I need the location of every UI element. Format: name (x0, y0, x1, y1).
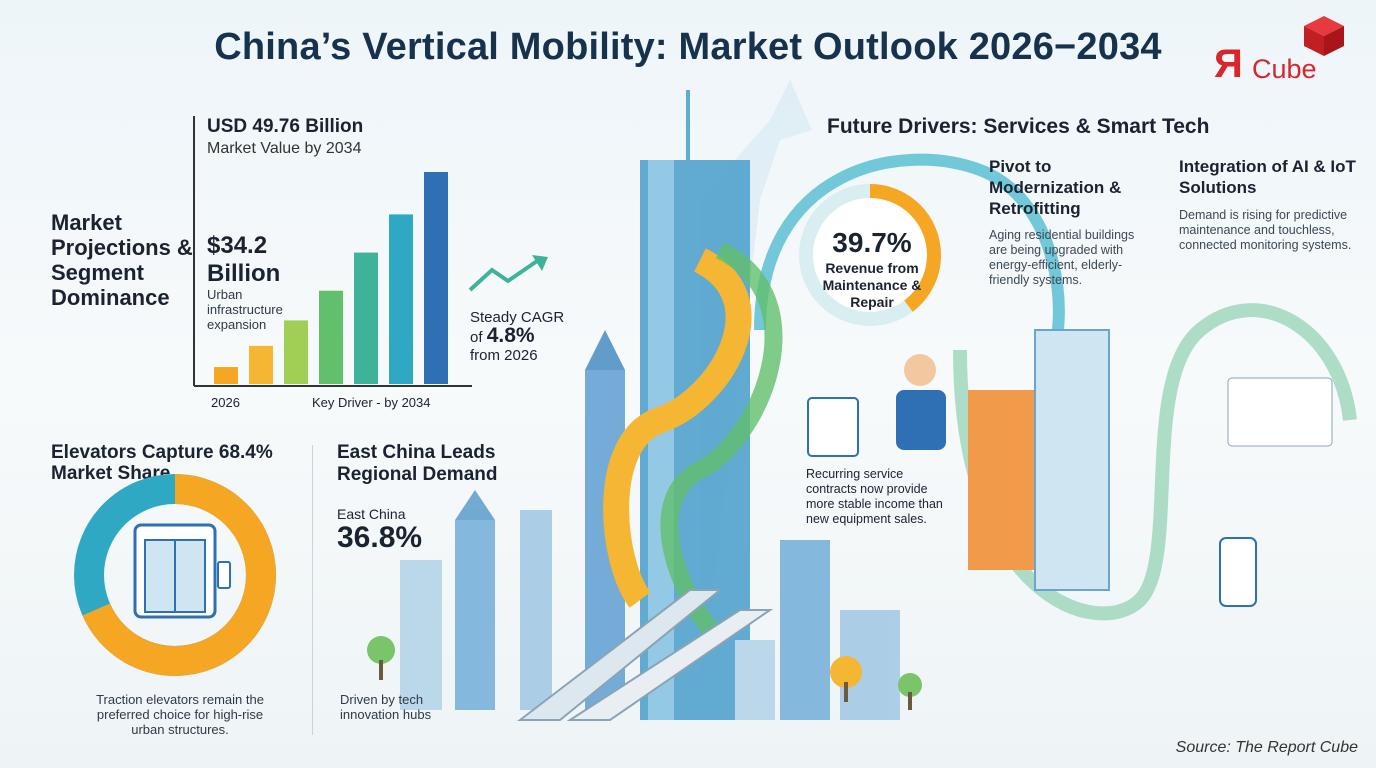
elevators-caption: Traction elevators remain the preferred … (96, 692, 264, 737)
modernization-heading: Pivot to Modernization & Retrofitting (989, 157, 1122, 218)
cube-icon (1304, 16, 1344, 56)
logo-letter: Я (1214, 42, 1243, 86)
cagr-block: Steady CAGR of 4.8% from 2026 (470, 309, 564, 365)
elevator-share-arc (74, 474, 276, 676)
market-value-2034: USD 49.76 Billion (207, 116, 364, 137)
market-value-label: Market Value by 2034 (207, 140, 362, 157)
report-cube-logo: Я Cube (1214, 14, 1354, 86)
revenue-percent: 39.7% (832, 227, 912, 258)
bar-1 (214, 367, 238, 384)
bar-7 (424, 172, 448, 384)
elevator-share-donut (74, 474, 276, 676)
east-china-caption: Driven by tech innovation hubs (340, 692, 432, 722)
growth-arrow-icon (468, 255, 548, 292)
logo-text: Cube (1252, 54, 1317, 84)
east-china-heading: East China Leads Regional Demand (337, 442, 498, 485)
revenue-ring (799, 184, 941, 326)
bar-4 (319, 290, 343, 384)
east-china-label: East China (337, 506, 406, 522)
source-note: Source: The Report Cube (1175, 739, 1358, 756)
service-contracts-caption: Recurring service contracts now provide … (806, 467, 943, 526)
mid-value: $34.2 Billion (207, 232, 307, 288)
cagr-of: of (470, 329, 483, 346)
elevators-heading: Elevators Capture 68.4% Market Share (51, 442, 273, 484)
page-title: China’s Vertical Mobility: Market Outloo… (214, 26, 1162, 68)
ai-iot-heading: Integration of AI & IoT Solutions (1179, 157, 1356, 197)
axis-start-label: 2026 (211, 395, 240, 410)
bar-3 (284, 320, 308, 384)
market-projections-heading: Market Projections & Segment Dominance (51, 210, 193, 310)
bar-2 (249, 345, 273, 384)
market-bar-chart (193, 116, 472, 387)
revenue-arc (799, 184, 941, 326)
cagr-line: of 4.8% (470, 324, 564, 347)
bar-6 (389, 214, 413, 384)
axis-end-label: Key Driver - by 2034 (312, 395, 431, 410)
modernization-text: Aging residential buildings are being up… (989, 228, 1135, 287)
mid-value-text: $34.2 Billion (207, 232, 281, 287)
cagr-prefix: Steady CAGR (470, 309, 565, 326)
future-drivers-heading: Future Drivers: Services & Smart Tech (827, 115, 1210, 138)
mid-value-caption: Urban infrastructure expansion (207, 287, 283, 332)
bar-5 (354, 252, 378, 384)
east-china-value: 36.8% (337, 521, 423, 554)
revenue-label: Revenue from Maintenance & Repair (822, 260, 922, 310)
ai-iot-text: Demand is rising for predictive maintena… (1179, 208, 1352, 252)
section-divider (312, 445, 313, 735)
cagr-value: 4.8% (486, 324, 535, 347)
cagr-suffix: from 2026 (470, 347, 538, 364)
